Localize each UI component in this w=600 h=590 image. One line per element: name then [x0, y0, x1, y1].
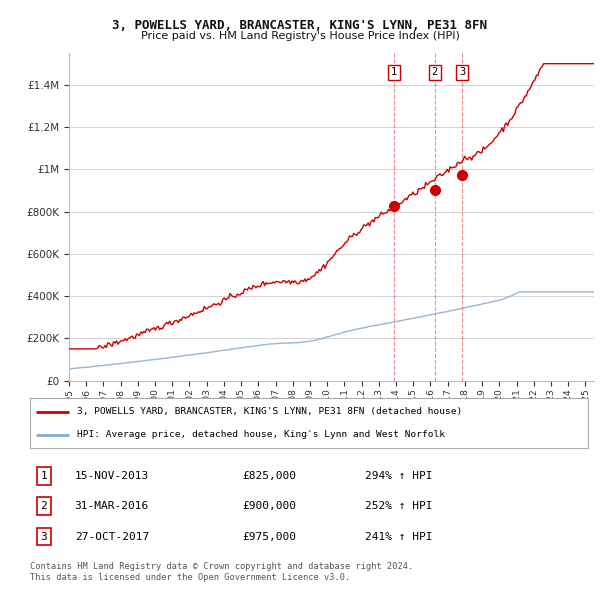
Text: 15-NOV-2013: 15-NOV-2013	[74, 471, 149, 481]
Text: Contains HM Land Registry data © Crown copyright and database right 2024.: Contains HM Land Registry data © Crown c…	[30, 562, 413, 571]
Text: 3: 3	[41, 532, 47, 542]
Text: 252% ↑ HPI: 252% ↑ HPI	[365, 502, 432, 512]
Text: 241% ↑ HPI: 241% ↑ HPI	[365, 532, 432, 542]
Text: £825,000: £825,000	[242, 471, 296, 481]
Text: This data is licensed under the Open Government Licence v3.0.: This data is licensed under the Open Gov…	[30, 573, 350, 582]
Text: 3, POWELLS YARD, BRANCASTER, KING'S LYNN, PE31 8FN: 3, POWELLS YARD, BRANCASTER, KING'S LYNN…	[113, 19, 487, 32]
Text: Price paid vs. HM Land Registry's House Price Index (HPI): Price paid vs. HM Land Registry's House …	[140, 31, 460, 41]
Text: 3, POWELLS YARD, BRANCASTER, KING'S LYNN, PE31 8FN (detached house): 3, POWELLS YARD, BRANCASTER, KING'S LYNN…	[77, 407, 463, 417]
Text: 31-MAR-2016: 31-MAR-2016	[74, 502, 149, 512]
Text: 3: 3	[459, 67, 465, 77]
Text: 2: 2	[431, 67, 438, 77]
Text: £975,000: £975,000	[242, 532, 296, 542]
Text: 294% ↑ HPI: 294% ↑ HPI	[365, 471, 432, 481]
Text: £900,000: £900,000	[242, 502, 296, 512]
Text: 1: 1	[391, 67, 397, 77]
Text: 1: 1	[41, 471, 47, 481]
Text: 2: 2	[41, 502, 47, 512]
Text: 27-OCT-2017: 27-OCT-2017	[74, 532, 149, 542]
Text: HPI: Average price, detached house, King's Lynn and West Norfolk: HPI: Average price, detached house, King…	[77, 430, 445, 440]
